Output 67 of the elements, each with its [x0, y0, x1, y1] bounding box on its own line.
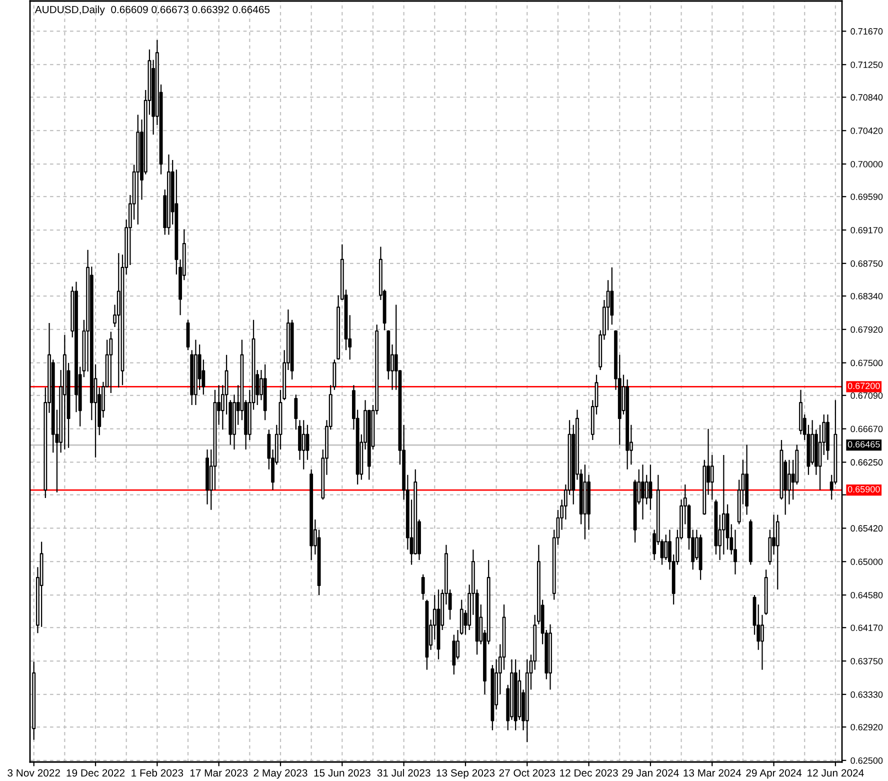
ref-line-label: 0.65900: [848, 486, 880, 492]
candlestick: [425, 599, 429, 670]
x-tick-label: 27 Oct 2023: [499, 769, 556, 777]
candlestick: [583, 464, 587, 540]
candlestick: [548, 624, 552, 690]
x-tick-label: 15 Jun 2023: [314, 769, 370, 777]
y-tick-label: 0.71250: [850, 62, 883, 68]
candlestick: [136, 114, 140, 226]
candlestick: [641, 464, 644, 520]
y-tick-label: 0.70420: [850, 128, 883, 134]
y-tick-label: 0.69590: [850, 194, 883, 200]
x-tick-label: 13 Mar 2024: [684, 769, 742, 777]
y-tick-label: 0.71670: [850, 28, 883, 35]
candlestick: [116, 252, 120, 388]
y-tick-label: 0.67500: [850, 360, 883, 366]
y-tick-label: 0.65420: [850, 525, 883, 532]
candlestick: [626, 378, 630, 470]
x-tick-label: 1 Feb 2023: [132, 768, 184, 777]
x-tick-label: 17 Mar 2023: [190, 769, 248, 777]
y-tick-label: 0.67920: [850, 326, 883, 333]
candlestick: [452, 634, 456, 676]
y-tick-label: 0.65000: [850, 558, 883, 565]
y-tick-label: 0.64170: [850, 624, 883, 631]
ref-line-label: 0.67200: [848, 382, 880, 390]
candlestick: [310, 468, 314, 561]
candlestick: [745, 444, 749, 516]
candlestick: [525, 658, 529, 743]
x-tick-label: 29 Apr 2024: [746, 769, 802, 779]
y-tick-label: 0.64580: [850, 592, 883, 598]
x-tick-label: 13 Sep 2023: [436, 769, 495, 779]
candlestick: [776, 514, 780, 590]
candlestick: [167, 154, 170, 236]
candlestick: [109, 331, 113, 394]
chart-title: AUDUSD,Daily 0.66609 0.66673 0.66392 0.66465: [34, 6, 270, 16]
candlestick: [186, 319, 190, 351]
y-tick-label: 0.67090: [850, 392, 883, 399]
x-tick-label: 12 Jun 2024: [808, 769, 864, 777]
candlestick: [748, 518, 752, 566]
candlestick: [421, 574, 425, 600]
x-tick-label: 31 Jul 2023: [377, 768, 430, 777]
candlestick: [514, 658, 518, 731]
y-tick-label: 0.69170: [850, 226, 883, 234]
y-tick-label: 0.62920: [850, 724, 883, 730]
candlestick: [826, 414, 830, 460]
y-tick-label: 0.62500: [850, 757, 883, 764]
x-tick-label: 3 Nov 2022: [8, 769, 60, 777]
y-tick-label: 0.68340: [850, 292, 883, 300]
candlestick: [194, 339, 198, 406]
y-tick-label: 0.68750: [850, 260, 883, 267]
candlestick: [62, 334, 66, 450]
x-tick-label: 19 Dec 2022: [66, 769, 125, 777]
y-tick-label: 0.70000: [850, 160, 883, 168]
x-tick-label: 12 Dec 2023: [560, 769, 618, 777]
x-tick-label: 29 Jan 2024: [622, 769, 679, 777]
candlestick: [263, 364, 267, 421]
candlestick: [302, 420, 306, 470]
y-tick-label: 0.66670: [850, 426, 883, 432]
candlestick: [764, 569, 768, 616]
candlestick: [698, 534, 702, 580]
y-tick-label: 0.66250: [850, 459, 883, 466]
candlestick: [648, 464, 652, 510]
candlestick: [436, 588, 440, 660]
y-tick-label: 0.63330: [850, 691, 883, 698]
y-tick-label: 0.70840: [850, 94, 883, 101]
y-tick-label: 0.63750: [850, 658, 883, 664]
ref-line-label: 0.66465: [848, 441, 880, 448]
x-tick-label: 2 May 2023: [254, 769, 308, 779]
